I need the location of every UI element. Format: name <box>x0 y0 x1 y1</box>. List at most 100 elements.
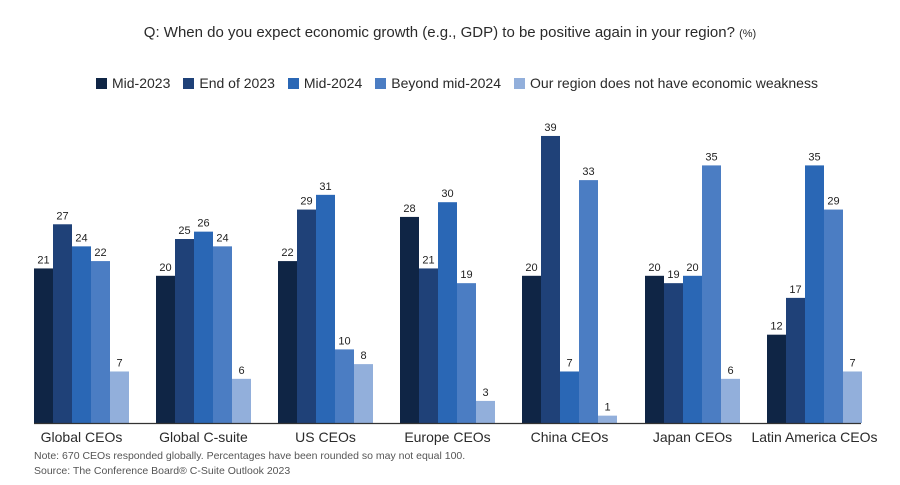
bar <box>213 246 232 423</box>
data-label: 20 <box>648 262 660 274</box>
data-label: 26 <box>197 218 209 230</box>
note-text: Note: 670 CEOs responded globally. Perce… <box>34 450 466 462</box>
legend-item: End of 2023 <box>183 75 275 91</box>
bar <box>278 261 297 423</box>
legend-swatch <box>96 77 107 89</box>
data-label: 27 <box>56 210 68 222</box>
bar <box>419 268 438 423</box>
data-label: 21 <box>422 254 434 266</box>
data-label: 12 <box>770 321 782 333</box>
bar <box>767 334 786 423</box>
legend-label: Mid-2024 <box>303 75 363 91</box>
data-label: 29 <box>827 196 839 208</box>
bar <box>721 378 740 423</box>
data-label: 30 <box>441 188 453 200</box>
legend-item: Our region does not have economic weakne… <box>514 75 818 91</box>
data-label: 6 <box>727 365 733 377</box>
x-tick-label: China CEOs <box>531 429 609 445</box>
legend-label: Our region does not have economic weakne… <box>530 75 818 91</box>
bar <box>579 180 598 423</box>
legend-swatch <box>287 77 299 89</box>
x-tick-label: Japan CEOs <box>653 429 732 445</box>
bar <box>522 275 541 423</box>
data-label: 19 <box>667 269 679 281</box>
bar <box>664 283 683 423</box>
data-label: 21 <box>37 254 49 266</box>
bar <box>335 349 354 423</box>
bar <box>476 400 495 423</box>
bar <box>824 209 843 423</box>
bar <box>598 415 617 423</box>
legend-item: Mid-2024 <box>287 75 363 91</box>
data-label: 24 <box>75 232 87 244</box>
bar <box>110 371 129 423</box>
data-label: 35 <box>808 151 820 163</box>
bar <box>175 239 194 423</box>
data-label: 24 <box>216 232 228 244</box>
data-label: 7 <box>566 357 572 369</box>
bar <box>34 268 53 423</box>
legend-label: Mid-2023 <box>112 75 171 91</box>
bar <box>683 275 702 423</box>
x-tick-label: Global C-suite <box>159 429 248 445</box>
x-tick-label: Latin America CEOs <box>751 429 877 445</box>
x-tick-label: Europe CEOs <box>404 429 490 445</box>
bar <box>53 224 72 423</box>
chart-title: Q: When do you expect economic growth (e… <box>0 24 900 41</box>
legend-swatch <box>375 77 387 89</box>
legend-label: End of 2023 <box>199 75 275 91</box>
bar <box>786 297 805 423</box>
data-label: 6 <box>238 365 244 377</box>
bar <box>438 202 457 423</box>
legend-label: Beyond mid-2024 <box>391 75 502 91</box>
legend-item: Beyond mid-2024 <box>375 75 501 91</box>
data-label: 10 <box>338 335 350 347</box>
data-label: 39 <box>544 122 556 134</box>
bar <box>400 216 419 423</box>
x-tick-label: US CEOs <box>295 429 356 445</box>
data-label: 7 <box>849 357 855 369</box>
data-label: 20 <box>525 262 537 274</box>
source-text: Source: The Conference Board® C-Suite Ou… <box>34 465 291 477</box>
bar <box>156 275 175 423</box>
chart-notes: Note: 670 CEOs responded globally. Perce… <box>34 449 465 479</box>
data-label: 25 <box>178 225 190 237</box>
x-tick-label: Global CEOs <box>41 429 123 445</box>
bar <box>354 364 373 423</box>
chart-title-text: Q: When do you expect economic growth (e… <box>143 24 735 41</box>
bar <box>457 283 476 423</box>
bar <box>843 371 862 423</box>
legend: Mid-2023 End of 2023 Mid-2024 Beyond mid-20… <box>96 75 818 91</box>
data-label: 22 <box>281 247 293 259</box>
data-label: 29 <box>300 196 312 208</box>
data-label: 31 <box>319 181 331 193</box>
data-label: 3 <box>482 387 488 399</box>
data-label: 17 <box>789 284 801 296</box>
legend-item: Mid-2023 <box>96 75 170 91</box>
data-label: 19 <box>460 269 472 281</box>
data-label: 1 <box>604 402 610 414</box>
bar <box>297 209 316 423</box>
data-label: 7 <box>116 357 122 369</box>
legend-swatch <box>183 77 195 89</box>
bar <box>560 371 579 423</box>
data-label: 28 <box>403 203 415 215</box>
bar <box>194 231 213 423</box>
data-label: 20 <box>686 262 698 274</box>
data-label: 35 <box>705 151 717 163</box>
bar <box>702 165 721 423</box>
bar <box>232 378 251 423</box>
data-label: 8 <box>360 350 366 362</box>
data-label: 33 <box>582 166 594 178</box>
bar <box>541 135 560 423</box>
bar <box>805 165 824 423</box>
bar <box>316 194 335 423</box>
chart-title-unit: (%) <box>739 28 757 40</box>
data-label: 22 <box>94 247 106 259</box>
legend-swatch <box>514 77 526 89</box>
data-label: 20 <box>159 262 171 274</box>
bar <box>645 275 664 423</box>
bar <box>91 261 110 423</box>
bar <box>72 246 91 423</box>
